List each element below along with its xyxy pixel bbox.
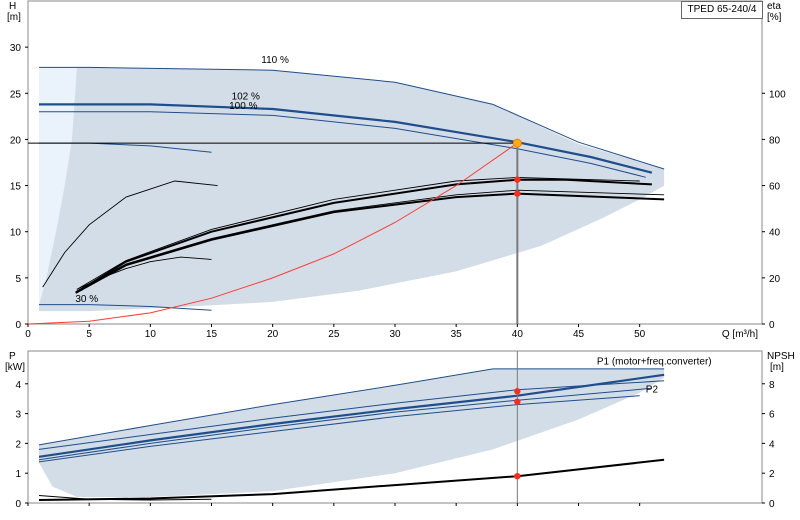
- y-tick-label: 20: [10, 135, 22, 146]
- duty-point-marker: [512, 138, 522, 148]
- power-curve-1: [38, 380, 665, 450]
- head-curve-1: [39, 103, 653, 174]
- power-curve-label-1: P2: [646, 385, 659, 396]
- power-y-tick-label: 3: [15, 410, 21, 421]
- eta-axis-label: eta: [767, 1, 781, 12]
- x-tick-label: 30: [389, 329, 401, 340]
- envelope-light-region: [39, 67, 77, 306]
- eta-tick-label: 40: [769, 228, 781, 239]
- x-tick-label: 40: [512, 329, 524, 340]
- x-tick-label: 15: [206, 329, 218, 340]
- power-chart-panel: P1 (motor+freq.converter) P2 0 1 2 3 4 P[kW] 0 2 4…: [5, 350, 795, 510]
- power-axis-label: P: [9, 351, 16, 362]
- x-tick-label: 45: [573, 329, 585, 340]
- y-tick-label: 5: [15, 274, 21, 285]
- power-curve-0: [38, 368, 665, 446]
- power-y-tick-label: 1: [15, 469, 21, 480]
- npsh-tick-label: 4: [769, 439, 775, 450]
- x-tick-label: 20: [267, 329, 279, 340]
- x-axis-label: Q [m³/h]: [722, 329, 758, 340]
- x-tick-label: 35: [451, 329, 463, 340]
- power-y-tick-label: 0: [15, 499, 21, 510]
- power-y-tick-label: 2: [15, 439, 21, 450]
- y-tick-label: 0: [15, 320, 21, 331]
- power-curve-3: [38, 387, 652, 461]
- system-curve: [27, 142, 518, 325]
- x-tick-label: 50: [634, 329, 646, 340]
- x-tick-label: 10: [145, 329, 157, 340]
- y-tick-label: 30: [10, 43, 22, 54]
- operating-envelope: [39, 67, 665, 312]
- eta-axis-unit: [%]: [767, 12, 782, 23]
- npsh-axis-label: NPSH: [767, 351, 795, 362]
- power-axis-unit: [kW]: [5, 362, 25, 373]
- y-tick-label: 10: [10, 228, 22, 239]
- eta-tick-label: 60: [769, 182, 781, 193]
- power-marker-1: [514, 398, 521, 405]
- eta-tick-label: 20: [769, 274, 781, 285]
- efficiency-marker-1: [514, 190, 521, 197]
- curve-label-0: 110 %: [261, 55, 289, 66]
- head-chart-panel: 110 %102 %100 %30 %0 5 10 15 20 25 30 35 40 45 50 Q…: [7, 0, 786, 340]
- x-tick-label: 5: [86, 329, 92, 340]
- power-marker-2: [514, 472, 521, 480]
- eta-tick-label: 80: [769, 135, 781, 146]
- head-curve-0: [39, 66, 665, 170]
- efficiency-curve-0: [42, 180, 218, 288]
- eta-tick-label: 100: [769, 89, 786, 100]
- curve-label-1: 102 %: [232, 92, 260, 103]
- y-tick-label: 15: [10, 182, 22, 193]
- npsh-tick-label: 2: [769, 469, 775, 480]
- efficiency-marker-0: [514, 176, 521, 183]
- x-tick-label: 0: [25, 329, 31, 340]
- y-axis-unit: [m]: [7, 12, 21, 23]
- power-marker-0: [514, 388, 521, 395]
- power-y-tick-label: 4: [15, 380, 21, 391]
- curve-label-2: 100 %: [229, 101, 257, 112]
- power-curve-4: [38, 395, 640, 463]
- eta-tick-label: 0: [769, 320, 775, 331]
- npsh-tick-label: 0: [769, 499, 775, 510]
- power-curve-label-0: P1 (motor+freq.converter): [597, 356, 712, 367]
- head-curve-4: [39, 304, 212, 311]
- y-tick-label: 25: [10, 89, 22, 100]
- efficiency-curve-4: [78, 178, 652, 292]
- power-curve-2: [38, 373, 665, 458]
- head-curve-2: [39, 111, 646, 178]
- npsh-curve-1: [38, 458, 665, 501]
- model-label: TPED 65-240/4: [681, 1, 763, 19]
- npsh-axis-unit: [m]: [770, 362, 784, 373]
- y-axis-label: H: [9, 1, 16, 12]
- npsh-tick-label: 8: [769, 380, 775, 391]
- npsh-tick-label: 6: [769, 410, 775, 421]
- x-tick-label: 25: [328, 329, 340, 340]
- curve-label-3: 30 %: [75, 294, 98, 305]
